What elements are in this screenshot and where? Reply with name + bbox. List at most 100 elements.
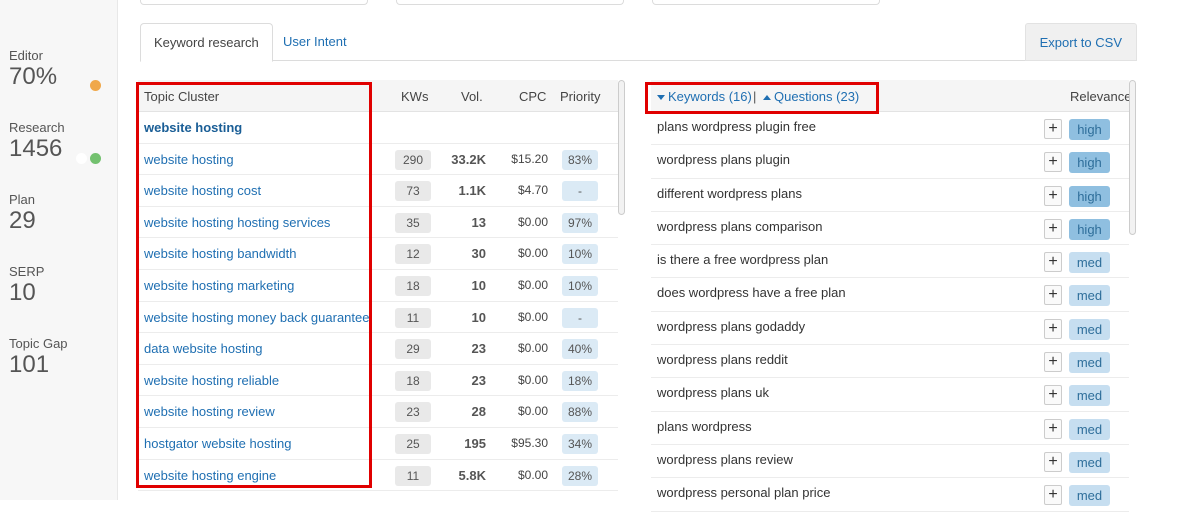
questions-toggle[interactable]: Questions (23): [763, 89, 859, 104]
keywords-toggle[interactable]: Keywords (16): [657, 89, 752, 104]
cpc-value: $0.00: [517, 246, 548, 261]
keyword-text: wordpress plans reddit: [657, 352, 788, 368]
keyword-row[interactable]: wordpress personal plan price + med: [651, 478, 1129, 512]
keyword-row[interactable]: is there a free wordpress plan + med: [651, 245, 1129, 279]
table-row[interactable]: data website hosting 29 23 $0.00 40%: [138, 333, 618, 365]
metric-label: Plan: [9, 192, 36, 207]
table-row[interactable]: website hosting review 23 28 $0.00 88%: [138, 396, 618, 428]
keyword-link[interactable]: data website hosting: [144, 341, 263, 357]
keyword-text: does wordpress have a free plan: [657, 285, 846, 301]
keyword-link[interactable]: website hosting bandwidth: [144, 246, 297, 262]
table-row[interactable]: website hosting hosting services 35 13 $0.0…: [138, 207, 618, 239]
caret-up-icon: [763, 95, 771, 101]
kws-count: 25: [395, 433, 431, 454]
priority-badge: 97%: [562, 212, 598, 233]
add-keyword-button[interactable]: +: [1044, 485, 1062, 506]
add-keyword-button[interactable]: +: [1044, 318, 1062, 339]
table-row[interactable]: hostgator website hosting 25 195 $95.30 34%: [138, 428, 618, 460]
priority-badge: -: [562, 307, 598, 328]
kws-count: 23: [395, 402, 431, 423]
relevance-badge: high: [1069, 218, 1110, 240]
add-keyword-button[interactable]: +: [1044, 418, 1062, 439]
tab-user-intent[interactable]: User Intent: [283, 34, 347, 49]
keyword-row[interactable]: wordpress plans reddit + med: [651, 345, 1129, 379]
cluster-group-row[interactable]: website hosting: [138, 112, 618, 144]
relevance-badge: med: [1069, 451, 1110, 473]
metric-label: Research: [9, 120, 65, 135]
keyword-row[interactable]: does wordpress have a free plan + med: [651, 278, 1129, 312]
add-keyword-button[interactable]: +: [1044, 119, 1062, 139]
table-row[interactable]: website hosting 290 33.2K $15.20 83%: [138, 144, 618, 176]
tab-keyword-research[interactable]: Keyword research: [140, 23, 273, 62]
metric-value: 70%: [9, 63, 58, 90]
metric-research[interactable]: Research 1456: [9, 120, 65, 161]
keyword-link[interactable]: hostgator website hosting: [144, 435, 292, 451]
keyword-link[interactable]: website hosting engine: [144, 467, 277, 483]
header-cpc[interactable]: CPC: [519, 89, 547, 104]
kws-count: 18: [395, 275, 431, 296]
export-csv-button[interactable]: Export to CSV: [1024, 23, 1137, 61]
tab-bar: Keyword research User Intent Export to C…: [140, 23, 1137, 62]
metric-topic-gap[interactable]: Topic Gap 101: [9, 336, 68, 377]
priority-badge: 34%: [562, 433, 598, 454]
keyword-row[interactable]: different wordpress plans + high: [651, 179, 1129, 212]
relevance-badge: high: [1069, 185, 1110, 207]
metric-label: Editor: [9, 48, 43, 63]
add-keyword-button[interactable]: +: [1044, 218, 1062, 239]
add-keyword-button[interactable]: +: [1044, 451, 1062, 472]
relevance-badge: med: [1069, 352, 1110, 374]
metric-editor[interactable]: Editor 70%: [9, 48, 57, 89]
header-vol[interactable]: Vol.: [461, 89, 483, 104]
add-keyword-button[interactable]: +: [1044, 185, 1062, 206]
add-keyword-button[interactable]: +: [1044, 285, 1062, 306]
keyword-link[interactable]: website hosting marketing: [144, 277, 295, 293]
table-row[interactable]: website hosting money back guarantee 11 10…: [138, 302, 618, 334]
metric-serp[interactable]: SERP 10: [9, 264, 44, 305]
relevance-badge: high: [1069, 119, 1110, 140]
keyword-row[interactable]: wordpress plans uk + med: [651, 378, 1129, 412]
add-keyword-button[interactable]: +: [1044, 352, 1062, 373]
separator: |: [753, 89, 757, 104]
add-keyword-button[interactable]: +: [1044, 152, 1062, 173]
header-kws[interactable]: KWs: [401, 89, 429, 104]
cpc-value: $0.00: [517, 277, 548, 292]
questions-label: Questions (23): [774, 89, 860, 104]
right-scrollbar[interactable]: [1129, 80, 1136, 235]
header-priority[interactable]: Priority: [560, 89, 601, 104]
header-relevance[interactable]: Relevance: [1070, 89, 1132, 104]
volume-value: 10: [471, 309, 486, 325]
relevance-badge: high: [1069, 152, 1110, 174]
volume-value: 5.8K: [458, 467, 486, 483]
top-input-2[interactable]: [396, 0, 624, 5]
keyword-text: plans wordpress plugin free: [657, 119, 816, 134]
keyword-row[interactable]: plans wordpress plugin free + high: [651, 112, 1129, 146]
cluster-title[interactable]: website hosting: [144, 120, 243, 135]
table-row[interactable]: website hosting cost 73 1.1K $4.70-: [138, 175, 618, 207]
top-input-1[interactable]: [140, 0, 368, 5]
keywords-label: Keywords (16): [668, 89, 752, 104]
table-row[interactable]: website hosting reliable 18 23 $0.00 18%: [138, 365, 618, 397]
keyword-link[interactable]: website hosting money back guarantee: [144, 309, 370, 325]
keyword-row[interactable]: wordpress plans godaddy + med: [651, 312, 1129, 346]
top-input-3[interactable]: [652, 0, 880, 5]
keyword-link[interactable]: website hosting reliable: [144, 372, 280, 388]
keyword-row[interactable]: plans wordpress + med: [651, 412, 1129, 445]
keywords-table: Keywords (16) | Questions (23) Relevance…: [651, 80, 1132, 512]
header-topic-cluster[interactable]: Topic Cluster: [144, 89, 220, 104]
table-row[interactable]: website hosting marketing 18 10 $0.00 10%: [138, 270, 618, 302]
keyword-link[interactable]: website hosting review: [144, 404, 275, 420]
keyword-row[interactable]: wordpress plans plugin + high: [651, 145, 1129, 179]
priority-badge: 18%: [562, 370, 598, 391]
keyword-row[interactable]: wordpress plans comparison + high: [651, 212, 1129, 246]
metric-plan[interactable]: Plan 29: [9, 192, 36, 233]
keyword-row[interactable]: wordpress plans review + med: [651, 445, 1129, 479]
keyword-text: wordpress plans plugin: [657, 152, 790, 168]
left-scrollbar[interactable]: [618, 80, 625, 215]
keyword-link[interactable]: website hosting cost: [144, 183, 262, 199]
add-keyword-button[interactable]: +: [1044, 252, 1062, 273]
keyword-link[interactable]: website hosting: [144, 151, 234, 167]
table-row[interactable]: website hosting engine 11 5.8K $0.00 28%: [138, 460, 618, 492]
table-row[interactable]: website hosting bandwidth 12 30 $0.00 10%: [138, 238, 618, 270]
keyword-link[interactable]: website hosting hosting services: [144, 214, 331, 230]
add-keyword-button[interactable]: +: [1044, 385, 1062, 406]
